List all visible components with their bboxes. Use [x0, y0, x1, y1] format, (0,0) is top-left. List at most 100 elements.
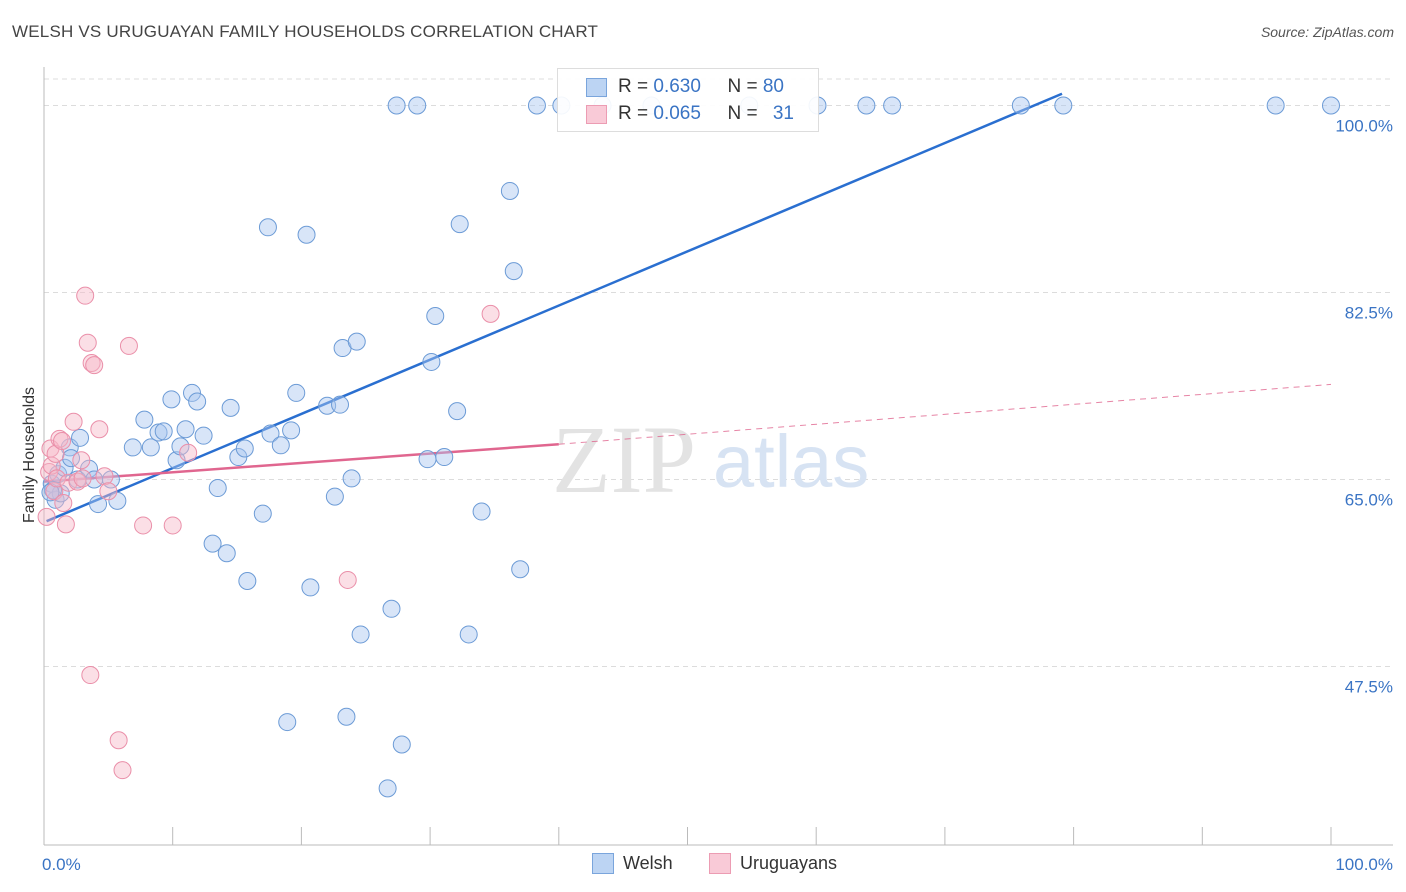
welsh-point: [208, 479, 227, 498]
y-tick-label: 47.5%: [1345, 678, 1393, 697]
welsh-point: [1266, 96, 1285, 115]
uruguayans-point: [163, 516, 182, 535]
uruguayans-point: [81, 666, 100, 685]
y-tick-label: 65.0%: [1345, 490, 1393, 509]
welsh-point: [162, 390, 181, 409]
uruguayans-point: [179, 443, 198, 462]
uruguayans-point: [68, 472, 87, 491]
uruguayans-point: [47, 469, 66, 488]
uruguayans-point: [90, 420, 109, 439]
welsh-point: [342, 469, 361, 488]
uruguayans-point: [64, 412, 83, 431]
watermark-atlas: atlas: [713, 420, 869, 503]
welsh-point: [221, 398, 240, 417]
uruguayans-swatch: [709, 853, 731, 874]
welsh-point: [108, 491, 127, 510]
welsh-point: [337, 707, 356, 726]
y-axis-label: Family Households: [21, 386, 38, 524]
welsh-point: [238, 572, 257, 591]
welsh-point: [504, 262, 523, 281]
welsh-point: [217, 544, 236, 563]
welsh-point: [527, 96, 546, 115]
source-label: Source: ZipAtlas.com: [1260, 24, 1394, 40]
welsh-point: [351, 625, 370, 644]
welsh-point: [511, 560, 530, 579]
welsh-swatch: [586, 78, 607, 97]
welsh-point: [301, 578, 320, 597]
welsh-point: [1322, 96, 1340, 115]
uruguayans-point: [99, 482, 118, 501]
tick-labels: 47.5% 65.0% 82.5% 100.0% 0.0% 100.0%: [42, 116, 1393, 874]
welsh-point: [282, 421, 301, 440]
welsh-point: [408, 96, 427, 115]
welsh-point: [472, 502, 491, 521]
welsh-point: [287, 383, 306, 402]
r-label: R =: [618, 76, 654, 97]
welsh-point: [448, 402, 467, 421]
welsh-point: [71, 428, 90, 447]
uruguayans-point: [85, 356, 104, 375]
welsh-point: [188, 392, 207, 411]
r-label: R =: [618, 103, 654, 124]
welsh-point: [418, 450, 437, 469]
welsh-point: [857, 96, 876, 115]
welsh-point: [297, 225, 316, 244]
welsh-point: [1011, 96, 1030, 115]
welsh-point: [194, 426, 213, 445]
welsh-point: [123, 438, 142, 457]
uruguayans-trend-extension: [558, 383, 1332, 445]
welsh-point: [325, 487, 344, 506]
legend-label-uruguayans: Uruguayans: [740, 853, 838, 873]
welsh-point: [89, 495, 108, 514]
welsh-point: [500, 181, 519, 200]
welsh-point: [459, 625, 478, 644]
welsh-point: [422, 352, 441, 371]
welsh-point: [154, 422, 173, 441]
welsh-point: [135, 410, 154, 429]
n-value: 80: [762, 76, 784, 97]
welsh-point: [271, 436, 290, 455]
welsh-point: [44, 481, 63, 500]
uruguayans-point: [82, 354, 101, 373]
uruguayans-point: [76, 286, 95, 305]
welsh-point: [278, 713, 297, 732]
axes: [43, 67, 1393, 846]
welsh-point: [318, 396, 337, 415]
correlation-legend: R = 0.630 N = 80 R = 0.065 N = 31: [557, 68, 819, 132]
x-tick-label-max: 100.0%: [1335, 855, 1393, 874]
uruguayans-trend-line: [43, 442, 559, 483]
welsh-swatch: [592, 853, 614, 874]
welsh-point: [426, 306, 445, 325]
n-label: N =: [727, 76, 763, 97]
welsh-point: [203, 534, 222, 553]
uruguayans-point: [72, 451, 91, 470]
y-tick-label: 100.0%: [1335, 116, 1393, 135]
welsh-point: [435, 448, 454, 467]
welsh-point: [261, 424, 280, 443]
uruguayans-point: [78, 333, 97, 352]
welsh-point: [392, 735, 411, 754]
legend-welsh-text: R = 0.630 N = 80: [618, 76, 784, 98]
uruguayans-point: [53, 432, 72, 451]
uruguayans-point: [109, 731, 128, 750]
welsh-point: [1054, 96, 1073, 115]
uruguayans-point: [119, 336, 138, 355]
legend-label-welsh: Welsh: [623, 853, 673, 873]
r-value: 0.630: [653, 76, 701, 97]
uruguayans-point: [50, 429, 69, 448]
r-value: 0.065: [653, 103, 701, 124]
welsh-point: [141, 438, 160, 457]
uruguayans-point: [59, 473, 78, 492]
uruguayans-point: [37, 507, 56, 526]
n-label: N =: [727, 103, 763, 124]
welsh-point: [883, 96, 902, 115]
uruguayans-point: [338, 570, 357, 589]
legend-uruguayans-text: R = 0.065 N = 31: [618, 103, 794, 125]
trend-lines: [43, 92, 1332, 523]
uruguayans-swatch: [586, 105, 607, 124]
welsh-point: [171, 437, 190, 456]
uruguayans-point: [73, 469, 92, 488]
welsh-point: [149, 423, 168, 442]
n-value: 31: [772, 103, 794, 124]
